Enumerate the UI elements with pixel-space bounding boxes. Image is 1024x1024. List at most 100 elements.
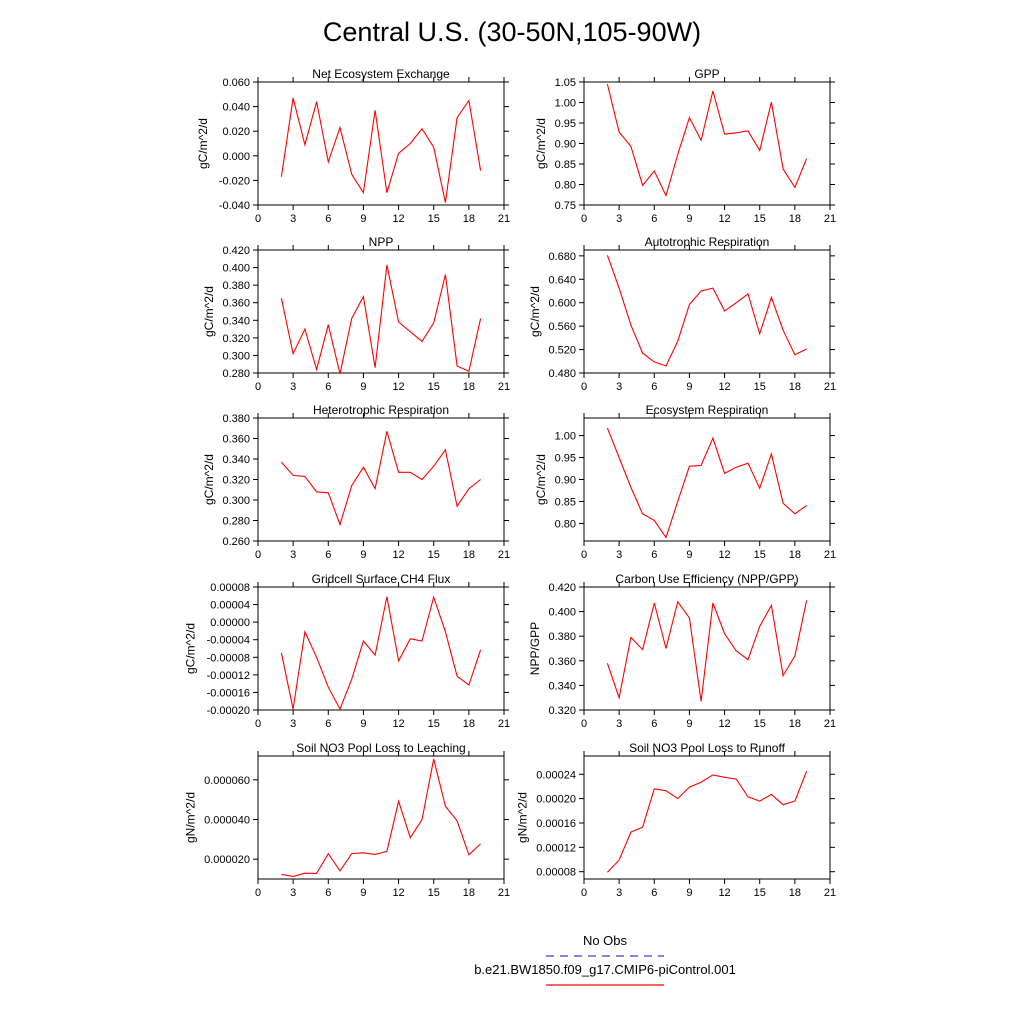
x-tick-label: 15 [428, 213, 440, 225]
main-title: Central U.S. (30-50N,105-90W) [323, 17, 701, 47]
y-tick-label: 0.020 [222, 126, 250, 138]
x-tick-label: 3 [616, 381, 622, 393]
y-tick-label: 0.280 [222, 368, 250, 380]
y-tick-label: 0.640 [548, 274, 576, 286]
y-tick-label: 1.00 [555, 431, 576, 443]
x-tick-label: 15 [754, 549, 766, 561]
y-axis-label: gC/m^2/d [183, 623, 197, 674]
x-tick-label: 12 [718, 549, 730, 561]
x-tick-label: 6 [325, 549, 331, 561]
panel-3: Autotrophic Respiration 0 3 6 9 12 15 18 21 0.480… [528, 235, 836, 393]
panel-2: NPP 0 3 6 9 12 15 18 21 0.280 0.300 0.320 0.340 0.360… [202, 235, 510, 393]
panel-title: Soil NO3 Pool Loss to Runoff [629, 741, 786, 755]
y-axis-label: gC/m^2/d [202, 454, 216, 505]
y-axis-label: gC/m^2/d [534, 454, 548, 505]
y-tick-label: 0.340 [548, 680, 576, 692]
x-tick-label: 12 [392, 213, 404, 225]
y-tick-label: 0.520 [548, 345, 576, 357]
panel-1: GPP 0 3 6 9 12 15 18 21 0.75 0.80 0.85 0.90 0.95 1.00 1… [534, 67, 836, 225]
y-tick-label: 0.300 [222, 495, 250, 507]
panels-group: Net Ecosystem Exchange 0 3 6 9 12 15 18 21 -0.040… [183, 67, 836, 899]
panel-9: Soil NO3 Pool Loss to Runoff 0 3 6 9 12 15 18 21… [516, 741, 837, 899]
x-tick-label: 6 [325, 381, 331, 393]
x-tick-label: 0 [581, 549, 587, 561]
y-tick-label: 0.260 [222, 536, 250, 548]
x-tick-label: 0 [255, 718, 261, 730]
y-axis-label: gC/m^2/d [202, 286, 216, 337]
x-tick-label: 18 [789, 381, 801, 393]
x-tick-label: 15 [754, 718, 766, 730]
x-tick-label: 21 [824, 549, 836, 561]
y-tick-label: -0.00004 [207, 635, 250, 647]
x-tick-label: 0 [581, 718, 587, 730]
panel-title: Carbon Use Efficiency (NPP/GPP) [615, 572, 798, 586]
panel-4: Heterotrophic Respiration 0 3 6 9 12 15 18 21 0.2… [202, 403, 510, 561]
x-tick-label: 21 [498, 887, 510, 899]
x-tick-label: 21 [498, 549, 510, 561]
x-tick-label: 6 [651, 549, 657, 561]
y-tick-label: -0.040 [219, 200, 250, 212]
y-tick-label: 0.420 [222, 245, 250, 257]
y-tick-label: 0.00016 [536, 818, 576, 830]
x-tick-label: 9 [360, 213, 366, 225]
x-tick-label: 18 [789, 718, 801, 730]
x-tick-label: 6 [651, 887, 657, 899]
panel-title: Autotrophic Respiration [645, 235, 770, 249]
plot-frame [257, 417, 505, 542]
y-tick-label: -0.00016 [207, 687, 250, 699]
panel-8: Soil NO3 Pool Loss to Leaching 0 3 6 9 12 15 18… [183, 741, 510, 899]
x-tick-label: 0 [255, 549, 261, 561]
x-tick-label: 6 [651, 213, 657, 225]
series-line [280, 264, 482, 375]
y-tick-label: 0.400 [548, 607, 576, 619]
x-tick-label: 18 [463, 887, 475, 899]
y-tick-label: 0.000040 [204, 814, 250, 826]
y-tick-label: -0.00020 [207, 705, 250, 717]
x-tick-label: 18 [463, 381, 475, 393]
plot-frame [257, 755, 505, 880]
x-tick-label: 3 [616, 718, 622, 730]
y-tick-label: 0.95 [555, 453, 576, 465]
y-tick-label: 0.00020 [536, 794, 576, 806]
x-tick-label: 18 [789, 887, 801, 899]
plot-frame [583, 417, 831, 542]
x-tick-label: 12 [392, 887, 404, 899]
x-tick-label: 9 [360, 887, 366, 899]
series-line [606, 83, 808, 198]
panel-title: GPP [694, 67, 719, 81]
y-tick-label: 0.300 [222, 350, 250, 362]
y-tick-label: 0.00008 [536, 867, 576, 879]
y-tick-label: 0.480 [548, 368, 576, 380]
panel-6: Gridcell Surface CH4 Flux 0 3 6 9 12 15 18 21 -0.… [183, 572, 510, 730]
x-tick-label: 9 [686, 213, 692, 225]
x-tick-label: 3 [290, 718, 296, 730]
y-tick-label: 0.060 [222, 77, 250, 89]
x-tick-label: 3 [290, 887, 296, 899]
series-line [607, 770, 808, 873]
y-tick-label: 0.000060 [204, 775, 250, 787]
y-tick-label: 0.320 [222, 475, 250, 487]
x-tick-label: 9 [360, 718, 366, 730]
y-tick-label: 0.75 [555, 200, 576, 212]
x-tick-label: 6 [325, 213, 331, 225]
y-tick-label: 0.85 [555, 159, 576, 171]
y-tick-label: 0.360 [222, 434, 250, 446]
x-tick-label: 12 [392, 549, 404, 561]
y-tick-label: 0.380 [222, 413, 250, 425]
panel-7: Carbon Use Efficiency (NPP/GPP) 0 3 6 9 12 15 1… [528, 572, 836, 730]
x-tick-label: 21 [824, 718, 836, 730]
y-tick-label: 0.90 [555, 475, 576, 487]
y-tick-label: 0.000 [222, 151, 250, 163]
panel-0: Net Ecosystem Exchange 0 3 6 9 12 15 18 21 -0.040… [196, 67, 510, 225]
x-tick-label: 6 [325, 718, 331, 730]
x-tick-label: 6 [651, 718, 657, 730]
y-tick-label: 0.400 [222, 263, 250, 275]
y-tick-label: 0.680 [548, 251, 576, 263]
y-tick-label: 0.340 [222, 315, 250, 327]
x-tick-label: 15 [754, 887, 766, 899]
panel-title: Soil NO3 Pool Loss to Leaching [296, 741, 465, 755]
plot-frame [257, 249, 505, 374]
y-tick-label: 0.320 [222, 333, 250, 345]
x-tick-label: 12 [718, 213, 730, 225]
